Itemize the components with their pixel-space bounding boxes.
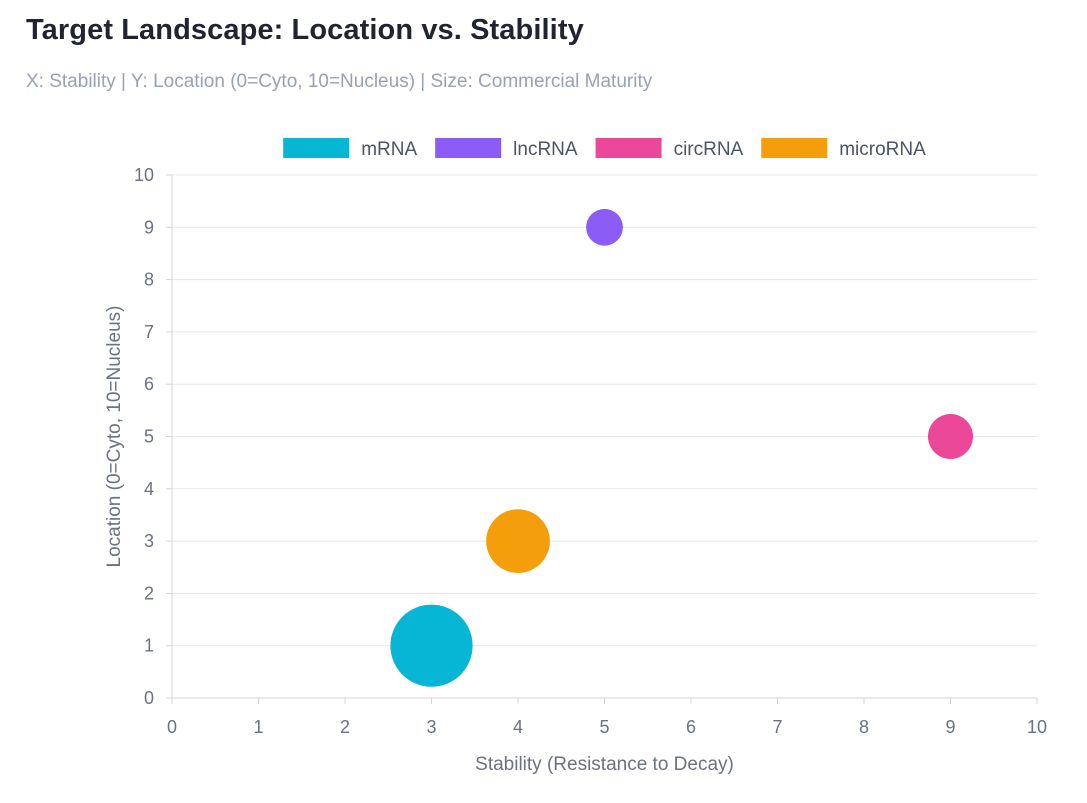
y-tick-label: 9 — [144, 217, 154, 237]
x-axis-ticks: 0 1 2 3 4 5 6 7 8 9 10 — [167, 698, 1047, 737]
y-tick-label: 10 — [134, 165, 154, 185]
x-tick-label: 10 — [1027, 717, 1047, 737]
legend-item-microrna[interactable]: microRNA — [761, 138, 926, 160]
y-axis-ticks: 0 1 2 3 4 5 6 7 8 9 10 — [134, 165, 172, 708]
legend-item-mrna[interactable]: mRNA — [283, 138, 417, 160]
x-tick-label: 2 — [340, 717, 350, 737]
y-tick-label: 8 — [144, 270, 154, 290]
y-tick-label: 4 — [144, 479, 154, 499]
legend-item-circrna[interactable]: circRNA — [595, 138, 744, 160]
y-tick-label: 1 — [144, 636, 154, 656]
y-tick-label: 5 — [144, 427, 154, 447]
bubble-microrna[interactable] — [486, 509, 550, 573]
chart-subtitle: X: Stability | Y: Location (0=Cyto, 10=N… — [26, 71, 653, 92]
x-tick-label: 1 — [253, 717, 263, 737]
x-tick-label: 6 — [686, 717, 696, 737]
chart-title: Target Landscape: Location vs. Stability — [26, 14, 584, 46]
bubbles — [390, 208, 974, 687]
y-tick-label: 7 — [144, 322, 154, 342]
bubble-mrna[interactable] — [390, 604, 473, 687]
legend-label: microRNA — [839, 139, 926, 160]
y-tick-label: 2 — [144, 583, 154, 603]
bubble-lncrna[interactable] — [586, 208, 623, 246]
x-axis-title: Stability (Resistance to Decay) — [475, 754, 734, 775]
bubble-circrna[interactable] — [927, 413, 974, 460]
x-tick-label: 7 — [772, 717, 782, 737]
y-tick-label: 0 — [144, 688, 154, 708]
y-axis-title: Location (0=Cyto, 10=Nucleus) — [104, 306, 125, 568]
legend-label: lncRNA — [513, 139, 578, 160]
x-tick-label: 0 — [167, 717, 177, 737]
legend-item-lncrna[interactable]: lncRNA — [435, 138, 578, 160]
y-tick-label: 6 — [144, 374, 154, 394]
x-tick-label: 4 — [513, 717, 523, 737]
legend-label: mRNA — [361, 139, 417, 160]
legend-swatch — [761, 138, 828, 158]
legend-swatch — [595, 138, 662, 158]
y-tick-label: 3 — [144, 531, 154, 551]
legend-label: circRNA — [674, 139, 744, 160]
legend: mRNA lncRNA circRNA microRNA — [283, 138, 926, 160]
x-tick-label: 5 — [599, 717, 609, 737]
gridlines — [172, 174, 1037, 699]
x-tick-label: 9 — [945, 717, 955, 737]
legend-swatch — [435, 138, 502, 158]
legend-swatch — [283, 138, 350, 158]
x-tick-label: 8 — [859, 717, 869, 737]
x-tick-label: 3 — [426, 717, 436, 737]
